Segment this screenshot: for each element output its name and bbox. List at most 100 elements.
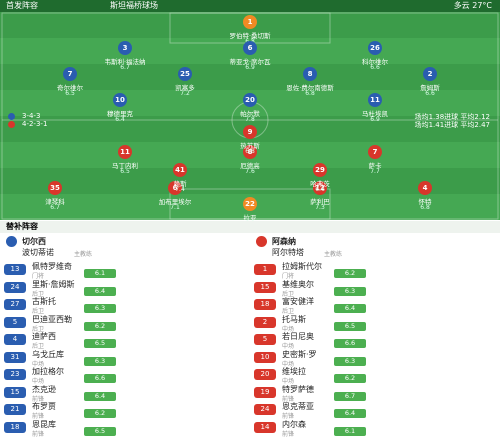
team-name: 切尔西 (22, 237, 46, 246)
player-rating: 7.2 (180, 90, 190, 97)
sub-name: 巴迪亚西勒 (32, 314, 72, 324)
sub-name: 加拉格尔 (32, 367, 64, 376)
player-name: 奇尔维尔 (57, 84, 83, 92)
player-number: 22 (243, 197, 257, 211)
sub-rating: 6.5 (334, 321, 366, 331)
player-name: 萨卡 (368, 162, 382, 170)
sub-name: 里斯·詹姆斯 (32, 279, 75, 289)
sub-number: 31 (4, 351, 26, 363)
player-number: 12 (313, 181, 327, 195)
coach-label: 主教练 (74, 251, 93, 258)
team-stats: 场均1.41进球 平均2.47 (414, 121, 490, 129)
sub-rating: 6.3 (84, 304, 116, 313)
sub-name: 佩特罗维奇 (32, 262, 72, 271)
team-stats: 场均1.38进球 平均2.12 (414, 113, 490, 121)
sub-name: 杰克逊 (32, 384, 56, 394)
team-logo (256, 236, 267, 247)
player-name: 韦斯利·福法纳 (104, 58, 146, 66)
player-name: 怀特 (418, 198, 432, 206)
player-name: 蒂亚戈·席尔瓦 (229, 58, 271, 66)
player-rating: 6.7 (50, 204, 60, 211)
sub-number: 23 (4, 369, 26, 380)
sub-name: 恩克蒂亚 (282, 402, 314, 411)
sub-position: 前锋 (32, 395, 45, 403)
sub-rating: 6.5 (84, 426, 116, 436)
sub-position: 中场 (282, 378, 295, 385)
sub-name: 古斯托 (32, 297, 56, 306)
venue: 斯坦福桥球场 (110, 1, 158, 10)
sub-rating: 6.6 (334, 339, 366, 348)
sub-number: 15 (254, 281, 276, 293)
coach-label: 主教练 (324, 251, 343, 258)
sub-rating: 6.4 (334, 409, 366, 418)
sub-rating: 6.4 (84, 391, 116, 401)
player-rating: 7.4 (175, 186, 185, 193)
player-name: 萨利巴 (310, 198, 330, 206)
sub-rating: 6.2 (84, 409, 116, 418)
sub-position: 后卫 (32, 343, 45, 350)
sub-name: 乌戈丘库 (32, 349, 64, 359)
sub-name: 内尔森 (282, 419, 306, 429)
player-number: 20 (243, 93, 257, 107)
player-name: 厄德高 (240, 162, 260, 170)
sub-position: 中场 (282, 343, 295, 350)
sub-position: 后卫 (32, 325, 45, 333)
sub-name: 若日尼奥 (282, 332, 314, 341)
sub-rating: 6.2 (334, 269, 366, 278)
player-rating: 6.4 (115, 116, 125, 123)
sub-name: 恩昆库 (32, 419, 56, 429)
sub-number: 5 (254, 334, 276, 345)
player-rating: 6.9 (245, 64, 255, 71)
sub-rating: 6.7 (334, 391, 366, 401)
sub-name: 特罗萨德 (282, 384, 314, 394)
player-name: 哈弗茨 (310, 180, 330, 188)
player-rating: 7.6 (245, 168, 255, 175)
weather: 多云 27°C (453, 1, 492, 10)
player-rating: 7.3 (315, 204, 325, 211)
player-name: 穆德里克 (107, 110, 133, 118)
sub-rating: 6.3 (84, 356, 116, 366)
sub-name: 基维奥尔 (282, 279, 314, 289)
pitch-lines (1, 12, 499, 220)
sub-number: 2 (254, 316, 276, 328)
sub-rating: 6.1 (334, 426, 366, 436)
tab-title: 首发阵容 (6, 1, 38, 10)
player-number: 4 (418, 181, 432, 195)
sub-number: 18 (4, 421, 26, 433)
player-name: 科尔维尔 (362, 58, 388, 66)
sub-position: 中场 (282, 325, 295, 333)
player-number: 41 (173, 163, 187, 177)
sub-number: 24 (4, 281, 26, 293)
sub-number: 19 (254, 386, 276, 398)
coach-name: 波切蒂诺 (22, 248, 54, 257)
player-rating: 6.6 (425, 90, 435, 97)
team-dot (8, 113, 15, 120)
player-rating: 7.8 (245, 116, 255, 123)
sub-name: 维埃拉 (282, 367, 306, 376)
sub-name: 史密斯·罗 (282, 349, 317, 359)
sub-rating: 6.2 (334, 374, 366, 383)
sub-position: 中场 (32, 360, 45, 368)
sub-name: 布罗贾 (32, 402, 56, 411)
player-name: 津琴科 (45, 198, 65, 206)
player-rating: 6.8 (245, 148, 255, 155)
sub-number: 1 (254, 264, 276, 275)
sub-name: 拉姆斯代尔 (282, 262, 322, 271)
player-rating: 6.5 (120, 168, 130, 175)
sub-position: 后卫 (32, 290, 45, 298)
sub-rating: 6.5 (84, 339, 116, 348)
player-rating: 7.1 (170, 204, 180, 211)
sub-number: 10 (254, 351, 276, 363)
sub-name: 迪萨西 (32, 332, 56, 341)
player-number: 11 (368, 93, 382, 107)
player-name: 加布里埃尔 (158, 198, 192, 206)
sub-number: 5 (4, 316, 26, 328)
sub-position: 后卫 (282, 308, 295, 315)
player-number: 35 (48, 181, 62, 195)
player-name: 罗伯特·桑切斯 (229, 32, 271, 40)
player-name: 赖斯 (173, 180, 187, 188)
sub-position: 前锋 (32, 430, 45, 438)
player-number: 6 (243, 41, 257, 55)
team-name: 阿森纳 (272, 237, 296, 246)
